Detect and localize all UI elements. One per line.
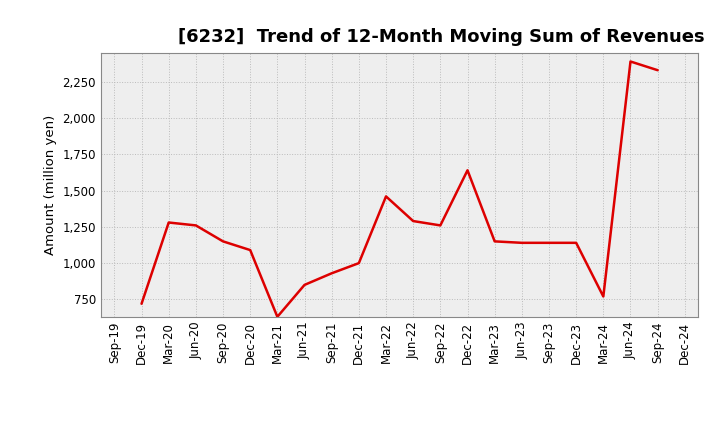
Text: [6232]  Trend of 12-Month Moving Sum of Revenues: [6232] Trend of 12-Month Moving Sum of R… xyxy=(179,28,705,46)
Y-axis label: Amount (million yen): Amount (million yen) xyxy=(44,115,57,255)
